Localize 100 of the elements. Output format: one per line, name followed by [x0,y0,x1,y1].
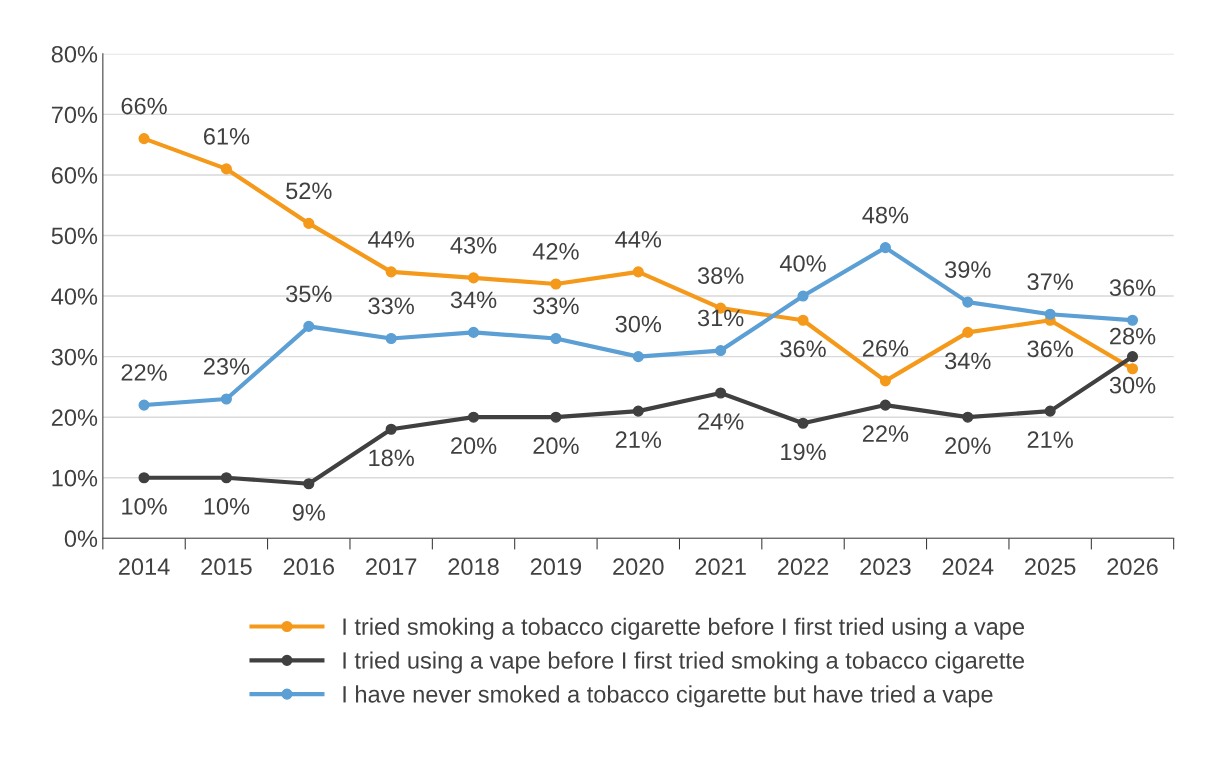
point [879,375,891,387]
data-label: 33% [368,297,414,315]
point [220,393,232,405]
data-label: 52% [286,182,332,200]
point [1126,363,1139,375]
legend-label: I tried smoking a tobacco cigarette before I first tried using a vape [343,617,1024,640]
point [879,399,891,411]
point [220,472,232,484]
x-tick-label: 2019 [530,558,582,576]
data-label: 9% [292,503,326,521]
data-label: 30% [615,315,662,333]
y-tick-label: 40% [51,288,98,305]
point [467,272,480,284]
point [715,345,727,357]
x-tick-label: 2020 [613,558,664,576]
data-label: 31% [697,309,744,327]
data-label: 10% [122,497,167,515]
data-label: 48% [862,206,909,224]
y-tick-label: 30% [51,348,98,366]
x-tick-label: 2025 [1025,558,1076,576]
point [303,320,315,332]
data-label: 66% [121,97,167,115]
data-label: 18% [369,449,414,467]
point [138,472,150,484]
y-tick-label: 70% [51,106,98,124]
point [550,411,562,423]
data-label: 43% [450,236,497,254]
data-label: 36% [780,340,826,358]
x-tick-label: 2017 [366,558,417,576]
data-label: 26% [862,339,909,357]
point [632,266,644,278]
point [303,478,315,490]
y-tick-label: 20% [51,409,98,426]
data-label: 39% [945,261,991,278]
data-label: 28% [1110,327,1156,345]
y-tick-label: 0% [64,530,98,548]
data-label: 24% [698,413,744,430]
legend-label: I tried using a vape before I first tried smoking a tobacco cigarette [343,651,1024,674]
point [138,133,150,145]
point [879,242,891,254]
point [550,278,562,290]
point [1044,405,1056,417]
point [797,417,809,429]
point [1126,314,1139,326]
data-label: 22% [121,364,167,381]
x-tick-label: 2014 [118,558,170,576]
y-tick-label: 10% [52,469,98,487]
point [632,405,644,417]
x-tick-label: 2023 [860,558,911,576]
point [797,314,809,326]
x-tick-label: 2024 [942,558,994,576]
data-label: 10% [204,497,250,515]
data-label: 20% [533,437,579,455]
point [715,387,727,399]
x-tick-label: 2022 [777,558,829,576]
data-label: 23% [203,358,250,375]
x-tick-label: 2016 [283,558,335,576]
data-label: 35% [286,285,332,303]
y-tick-label: 60% [51,167,98,184]
data-label: 38% [697,267,744,284]
x-tick-label: 2015 [201,558,252,576]
data-label: 21% [615,431,662,448]
data-label: 42% [532,243,579,260]
point [1126,351,1139,363]
point [962,296,974,308]
data-label: 21% [1027,431,1073,448]
x-tick-label: 2018 [448,558,499,576]
point [962,411,974,423]
data-label: 34% [450,291,497,309]
data-label: 44% [615,231,662,248]
y-tick-label: 80% [51,45,98,63]
point [303,217,315,229]
point [550,332,562,345]
point [385,266,397,278]
data-label: 30% [1109,376,1156,394]
point [385,423,397,435]
point [138,399,150,411]
data-label: 20% [945,437,991,455]
data-label: 19% [781,443,826,461]
data-label: 36% [1027,340,1073,358]
data-label: 33% [533,297,579,315]
data-label: 44% [368,231,414,248]
data-label: 37% [1027,273,1073,291]
y-tick-label: 50% [51,227,98,245]
x-tick-label: 2021 [695,558,746,576]
data-label: 61% [203,127,250,145]
point [385,332,397,345]
point [797,290,809,302]
point [220,163,232,175]
point [632,351,644,363]
legend-label: I have never smoked a tobacco cigarette but have tried a vape [343,685,993,708]
data-label: 40% [779,255,826,272]
data-label: 20% [451,437,497,455]
point [467,326,480,338]
point [962,326,974,338]
x-tick-label: 2026 [1107,558,1158,576]
data-label: 36% [1109,279,1156,297]
point [467,411,480,423]
point [1044,308,1056,320]
data-label: 22% [862,425,909,442]
